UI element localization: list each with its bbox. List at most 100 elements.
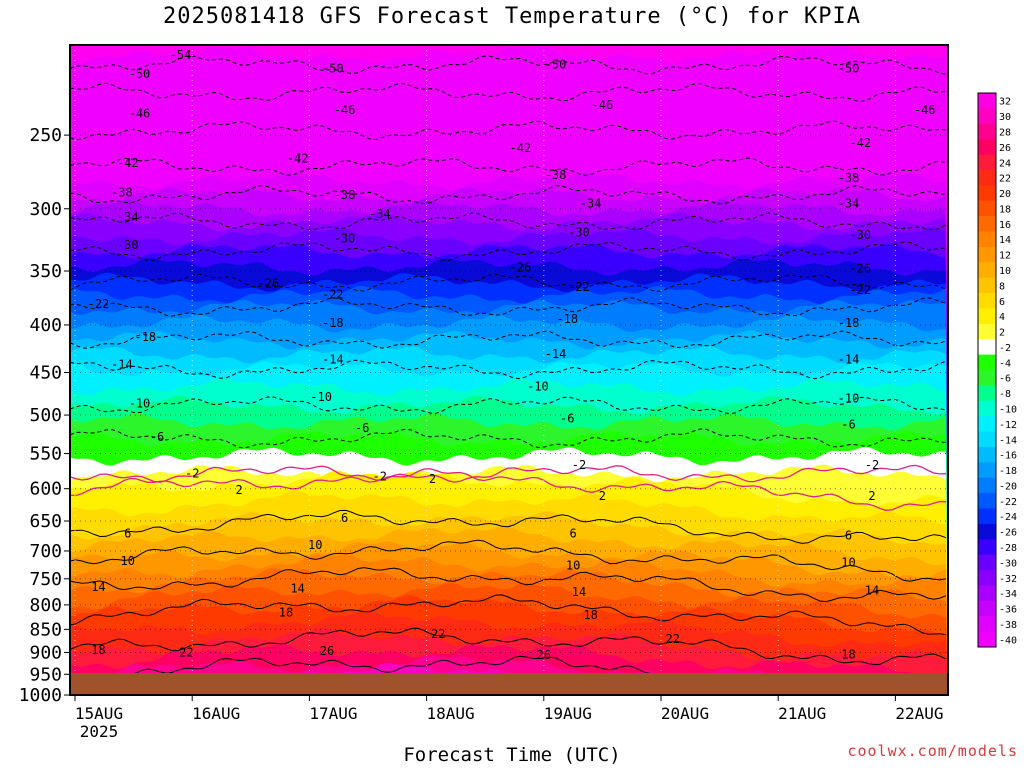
contour-label: 10 [308,538,322,552]
contour-label: -38 [545,168,567,182]
contour-label: 14 [572,585,586,599]
isotherm-line [70,212,947,231]
isotherm-line [70,594,947,636]
x-tick-label: 20AUG [661,704,709,723]
y-tick-label: 600 [29,479,62,500]
x-tick-label: 15AUG [75,704,123,723]
colorbar-swatch [978,431,996,448]
contour-label: 18 [91,643,105,657]
contour-label: -46 [914,103,936,117]
isotherm-line [70,468,947,511]
contour-label: 22 [665,632,679,646]
contour-label: -26 [258,277,280,291]
contour-label: 10 [566,559,580,573]
isotherm-line [70,359,947,380]
contour-label: -10 [310,390,332,404]
x-tick-year-label: 2025 [80,722,119,741]
plot-frame [69,44,949,696]
y-tick-label: 250 [29,125,62,146]
isotherm-line [70,509,947,544]
y-tick-label: 1000 [19,685,62,706]
colorbar-swatch [978,216,996,232]
colorbar-swatch [978,539,996,556]
colorbar-label: -16 [999,451,1017,462]
contour-label: -54 [170,48,192,62]
colorbar-label: -20 [999,481,1017,492]
contour-label: 6 [341,511,348,525]
contour-label: -50 [838,62,860,76]
colorbar-label: -10 [999,404,1017,415]
contour-label: -18 [838,316,860,330]
isotherm-line [70,241,947,262]
x-tick-label: 18AUG [427,704,475,723]
colorbar-label: -26 [999,528,1017,539]
contour-label: -46 [129,107,151,121]
y-tick-label: 800 [29,595,62,616]
isotherm-line [70,273,947,292]
colorbar-swatch [978,93,996,109]
contour-label: 26 [537,648,551,662]
colorbar-swatch [978,185,996,202]
contour-label: -42 [287,152,309,166]
contour-label: -30 [334,232,356,246]
contour-label: 22 [179,645,193,659]
contour-label: -34 [117,210,139,224]
colorbar-swatch [978,139,996,156]
colorbar-swatch [978,616,996,633]
contour-label: -38 [111,185,133,199]
contour-label: -30 [568,225,590,239]
y-tick-label: 950 [29,664,62,685]
contour-label: -14 [838,353,860,367]
y-tick-label: 700 [29,541,62,562]
contour-label: -30 [117,238,139,252]
x-tick-label: 16AUG [192,704,240,723]
colorbar-swatch [978,462,996,479]
colorbar-label: 2 [999,328,1005,339]
colorbar-swatch [978,631,996,648]
colorbar-swatch [978,200,996,217]
contour-label: -22 [88,297,110,311]
contour-label: -42 [849,136,871,150]
contour-label: -50 [129,67,151,81]
colorbar-label: -14 [999,435,1017,446]
colorbar-swatch [978,354,996,371]
dotted-gridlines [70,45,948,695]
contour-label: -22 [568,280,590,294]
x-axis-date-ticks: 15AUG 16AUG 17AUG 18AUG 19AUG 20AUG 21AUG 22AUG… [74,695,943,741]
contour-label: 6 [845,529,852,543]
y-tick-label: 750 [29,569,62,590]
isotherm-line [70,54,947,75]
contour-label: -10 [129,397,151,411]
contour-label: -6 [560,411,574,425]
colorbar-swatch [978,446,996,463]
contour-label: 18 [279,605,293,619]
contour-label: -2 [185,467,199,481]
colorbar-label: 26 [999,143,1011,154]
colorbar-label: 18 [999,204,1011,215]
contour-label: -38 [334,188,356,202]
isotherm-line [70,627,947,666]
contour-label: -2 [372,469,386,483]
contour-label: -18 [322,316,344,330]
contour-label: -14 [322,353,344,367]
contour-label: 18 [841,648,855,662]
source-credit: coolwx.com/models [847,742,1018,760]
colorbar-swatch [978,385,996,402]
colorbar-label: 24 [999,158,1011,169]
colorbar-label: 8 [999,281,1005,292]
contour-label: -50 [545,58,567,72]
contour-label: 6 [124,526,131,540]
contour-label: -18 [134,330,156,344]
contour-label: 2 [235,483,242,497]
colorbar-label: -32 [999,574,1017,585]
x-tick-label: 22AUG [895,704,943,723]
contour-label: -6 [841,418,855,432]
colorbar-swatch [978,600,996,617]
colorbar-frame [977,92,997,648]
y-tick-label: 650 [29,511,62,532]
contour-label: -42 [510,141,532,155]
contour-label: -6 [150,430,164,444]
temperature-color-bands [70,45,948,695]
y-axis-pressure-ticks: 2503003504004505005506006507007508008509… [19,125,70,706]
